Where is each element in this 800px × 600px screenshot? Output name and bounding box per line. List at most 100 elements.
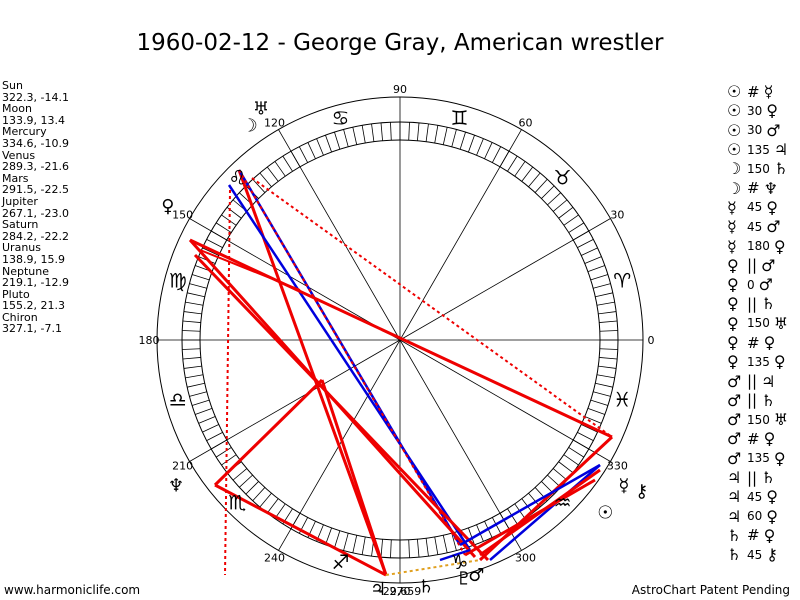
degree-tick [599,330,618,332]
degree-tick [595,292,613,298]
degree-tick [198,416,216,424]
aspect-row: ♂ # ♀ [727,429,800,448]
aspect-planet-b: ☿ [763,82,774,102]
degree-tick [590,274,609,281]
aspect-planet-a: ♀ [727,275,739,295]
aspect-line [459,463,601,547]
degree-tick [568,222,585,233]
planet-name: Pluto [2,287,30,301]
aspect-planet-a: ♂ [727,390,742,410]
aspect-planet-a: ♃ [727,506,742,526]
aspect-line [227,184,472,551]
footer-website-link[interactable]: www.harmoniclife.com [4,583,141,597]
footer-patent-note: AstroChart Patent Pending [631,583,790,597]
aspect-planet-b: ♀ [773,448,786,468]
aspect-planet-a: ♄ [727,525,742,545]
degree-tick [202,247,219,256]
degree-tick [239,474,253,488]
degree-tick [521,166,534,182]
degree-tick [552,468,568,481]
degree-tick [187,292,205,298]
aspect-planet-b: ♂ [766,120,781,140]
degree-tick [259,492,272,508]
aspect-planet-a: ♂ [727,371,742,391]
aspect-type: 45 [747,200,763,215]
aspect-type: || [747,391,758,410]
aspect-line [320,379,388,576]
degree-tick [266,166,279,182]
degree-label: 120 [264,117,285,130]
aspect-row: ☽ # ♆ [727,178,800,198]
aspect-type: 150 [747,316,770,331]
aspect-list: ☉ # ☿ ☉ 30 ♀ ☉ 30 ♂ ☉ 135 ♃ ☽ 150 ♄ ☽ # ♆ ☿ 45 ♀ ☿ 45 ♂ ☿ 180 ♀ ♀ ||… [727,82,800,564]
degree-tick [434,125,439,144]
aspect-planet-b: ♄ [761,390,776,410]
degree-tick [590,399,609,406]
planet-name: Jupiter [2,194,38,208]
degree-tick [484,142,493,159]
degree-tick [187,382,205,388]
degree-tick [593,283,611,289]
pluto-glyph: ♇ [456,569,472,590]
degree-tick [577,238,594,249]
degree-tick [599,348,618,350]
degree-tick [189,391,207,397]
degree-tick [189,283,207,289]
degree-label: 60 [519,117,533,130]
degree-tick [596,301,615,306]
planet-name: Sun [2,79,23,92]
aspect-line [251,177,613,438]
aspect-line [193,253,490,562]
aspect-row: ♀ 150 ♅ [727,314,800,333]
house-spoke [189,218,401,341]
aspect-lines [188,169,614,577]
aspect-planet-a: ☉ [727,140,742,160]
aspect-line [213,378,324,487]
planet-name: Venus [2,148,36,162]
degree-tick [563,454,579,466]
degree-tick [232,468,248,481]
aspect-planet-b: ♂ [766,217,781,237]
degree-tick [183,311,202,315]
aspect-row: ♀ 0 ♂ [727,275,800,294]
aspect-row: ♄ # ♀ [727,526,800,545]
aspect-type: # [747,179,760,198]
aspect-line [385,559,481,576]
aspect-planet-b: ♀ [766,487,778,507]
aspect-type: 45 [747,547,763,562]
degree-tick [390,539,392,558]
degree-tick [581,247,598,256]
aspect-row: ♀ || ♄ [727,294,800,313]
degree-tick [581,424,598,433]
aspect-row: ♀ # ♀ [727,333,800,352]
house-spoke [278,129,401,341]
degree-tick [334,131,341,150]
degree-tick [599,357,618,360]
aspect-type: 0 [747,277,755,292]
zodiac-sign-icon: ♈ [613,268,631,292]
planet-name: Uranus [2,241,41,255]
planet-position: 322.3, -14.1 [2,90,69,104]
aspect-row: ☿ 45 ♀ [727,198,800,217]
aspect-planet-b: ♀ [773,236,786,256]
saturn-glyph: ♄ [418,577,434,598]
planet-name: Mars [2,171,29,185]
aspect-planet-a: ☉ [727,120,742,140]
bottom-value-label: -29,659 [379,585,421,598]
aspect-planet-a: ♀ [727,333,739,352]
planet-name: Neptune [2,264,50,278]
aspect-planet-b: ♄ [761,468,776,488]
aspect-line [199,249,301,291]
degree-tick [563,214,579,226]
aspect-row: ☿ 180 ♀ [727,236,800,256]
aspect-type: 150 [747,161,770,176]
planet-position-list: Sun 322.3, -14.1 Moon 133.9, 13.4 Mercury 334… [2,80,69,335]
degree-label: 150 [172,209,193,222]
aspect-planet-b: ♃ [761,371,776,391]
degree-tick [584,256,602,264]
aspect-line [238,169,466,556]
house-spoke [399,339,611,462]
aspect-row: ☿ 45 ♂ [727,217,800,236]
aspect-type: || [747,294,758,313]
degree-label: 300 [515,551,536,564]
